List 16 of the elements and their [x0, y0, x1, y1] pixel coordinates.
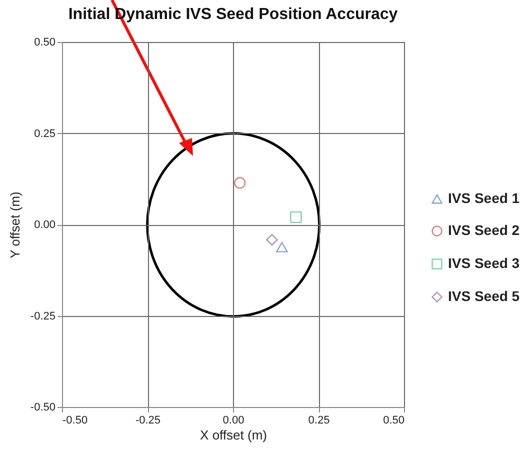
legend-label: IVS Seed 5 — [448, 288, 520, 304]
y-tick-label: 0.25 — [34, 128, 56, 140]
x-tick-label: -0.50 — [62, 414, 88, 426]
x-tick-label: -0.25 — [135, 414, 161, 426]
y-tick-label: 0.00 — [34, 219, 56, 231]
x-tick-label: 0.00 — [222, 414, 244, 426]
x-tick-label: 0.50 — [383, 414, 404, 426]
x-tick-label: 0.25 — [308, 414, 330, 426]
y-tick-label: 0.50 — [34, 36, 56, 48]
y-tick-label: -0.50 — [30, 402, 56, 414]
x-axis-title: X offset (m) — [200, 428, 267, 442]
legend-label: IVS Seed 3 — [448, 255, 520, 271]
y-axis-title: Y offset (m) — [7, 192, 22, 258]
legend-label: IVS Seed 1 — [448, 190, 520, 206]
y-tick-label: -0.25 — [30, 310, 56, 322]
legend-label: IVS Seed 2 — [448, 222, 520, 238]
